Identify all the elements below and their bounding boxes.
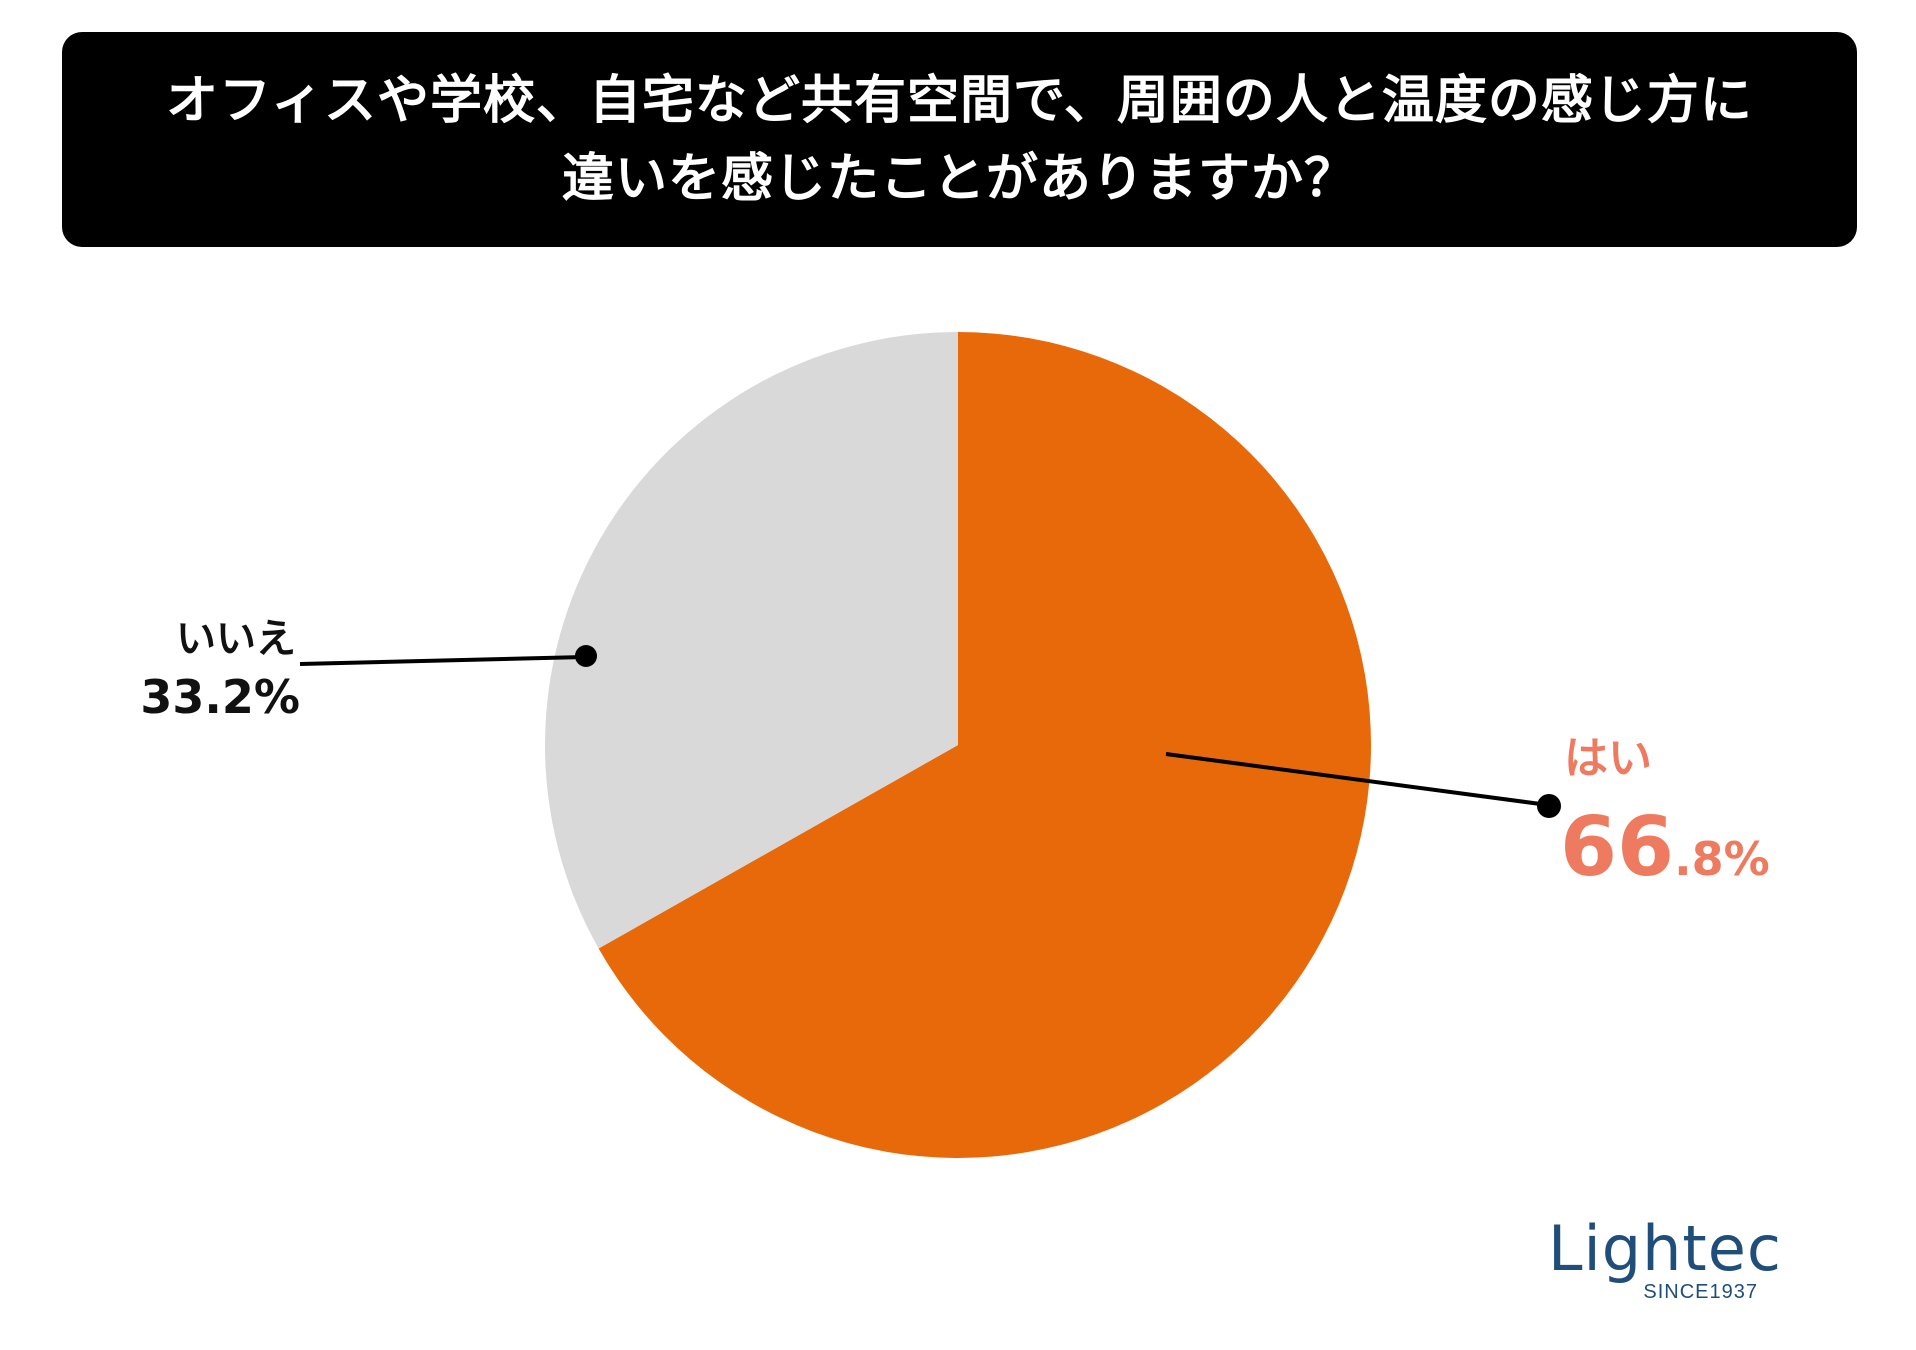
title-banner: オフィスや学校、自宅など共有空間で、周囲の人と温度の感じ方に 違いを感じたことが…: [62, 32, 1857, 247]
title-line-2: 違いを感じたことがありますか？: [561, 148, 1357, 209]
leader-dot-no: [575, 645, 597, 667]
pie-slice-yes: [598, 332, 1371, 1158]
label-yes-percent: 66.8%: [1560, 800, 1770, 895]
label-no-name: いいえ: [176, 616, 296, 662]
leader-dot-yes: [1537, 794, 1561, 818]
label-yes-percent-dec: .8%: [1674, 832, 1770, 886]
brand-logo-name: Lightec: [1548, 1212, 1782, 1285]
leader-line-no: [299, 655, 586, 666]
title-line-1: オフィスや学校、自宅など共有空間で、周囲の人と温度の感じ方に: [166, 70, 1753, 131]
brand-logo: Lightec SINCE1937: [1548, 1212, 1782, 1303]
label-yes-name: はい: [1564, 733, 1652, 784]
brand-logo-since: SINCE1937: [1643, 1281, 1758, 1303]
label-no-percent: 33.2%: [140, 670, 300, 724]
pie-slice-no: [544, 332, 958, 949]
leader-line-yes: [1165, 752, 1549, 807]
label-yes-percent-int: 66: [1560, 800, 1675, 895]
